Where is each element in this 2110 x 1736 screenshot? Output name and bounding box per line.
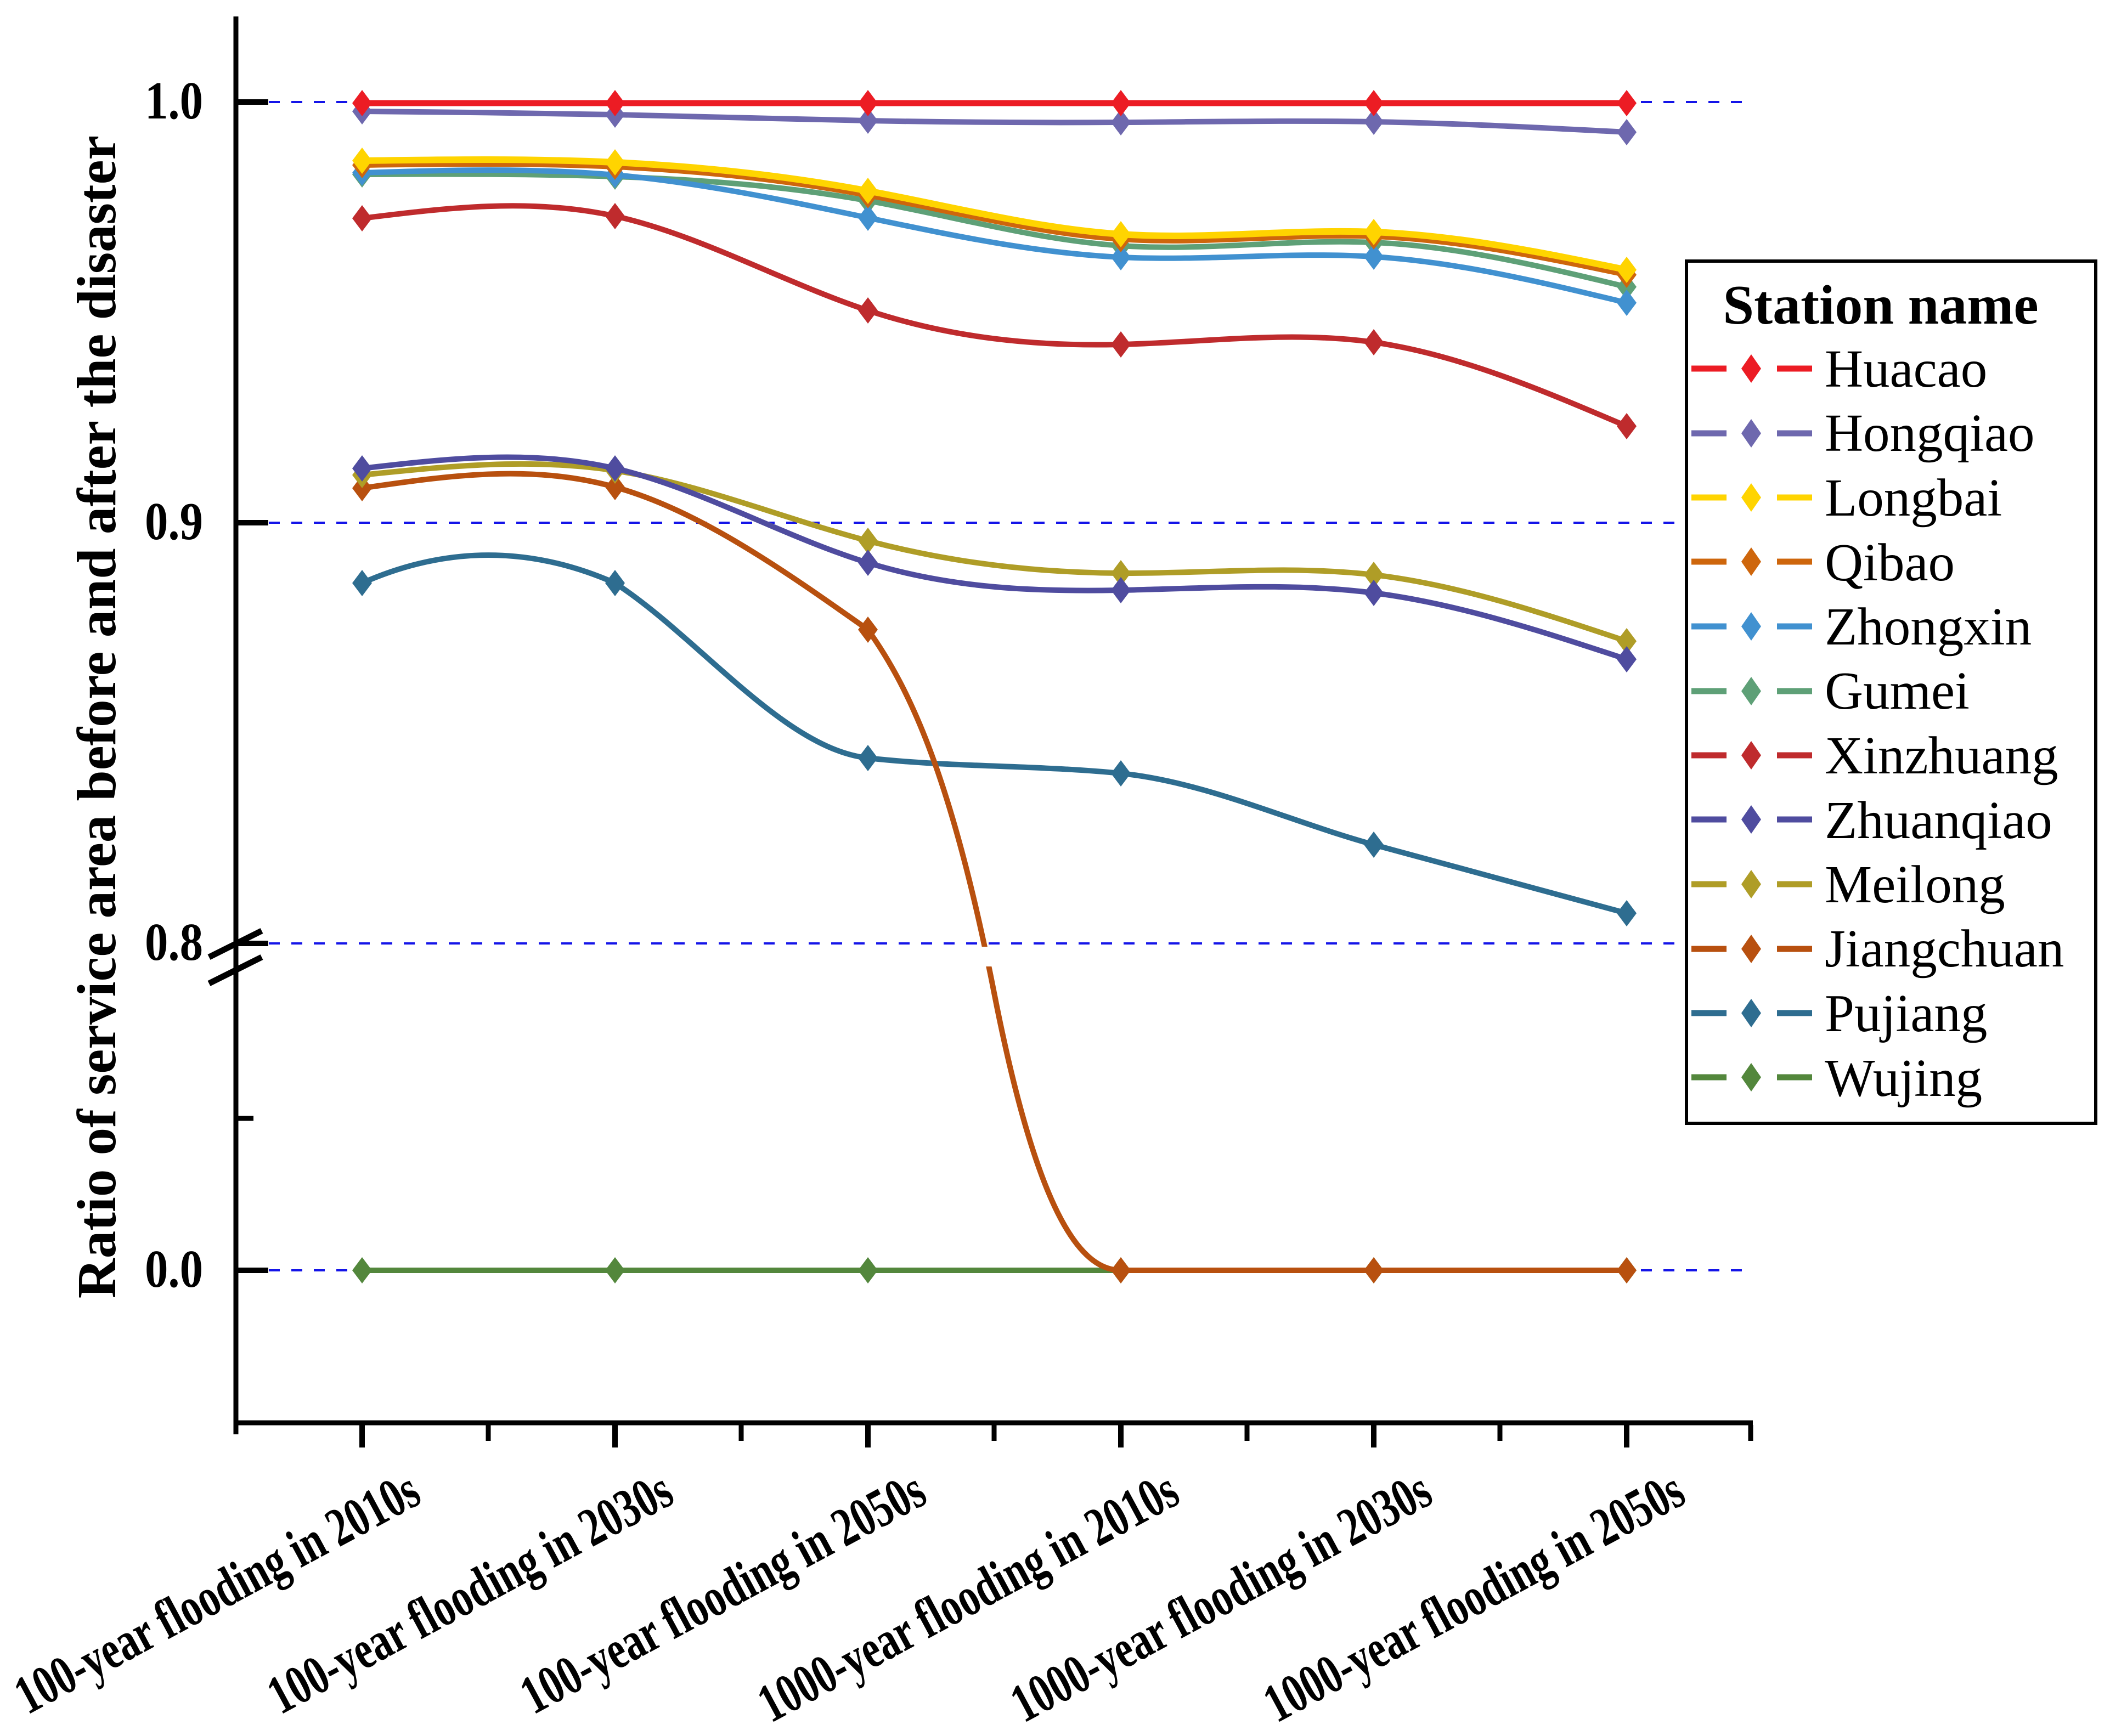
svg-text:0.9: 0.9 [145, 492, 203, 551]
svg-text:Jiangchuan: Jiangchuan [1825, 919, 2064, 978]
svg-text:Zhuanqiao: Zhuanqiao [1825, 791, 2052, 850]
svg-text:Qibao: Qibao [1825, 533, 1955, 592]
svg-text:Meilong: Meilong [1825, 855, 2005, 914]
svg-text:0.8: 0.8 [145, 913, 203, 971]
svg-text:Pujiang: Pujiang [1825, 984, 1987, 1043]
svg-text:Hongqiao: Hongqiao [1825, 404, 2035, 462]
svg-text:Station name: Station name [1723, 274, 2038, 336]
svg-text:1.0: 1.0 [145, 71, 203, 130]
svg-text:0.0: 0.0 [145, 1240, 203, 1298]
svg-text:Zhongxin: Zhongxin [1825, 597, 2032, 656]
svg-text:Wujing: Wujing [1825, 1049, 1982, 1107]
svg-text:Ratio of service area before a: Ratio of service area before and after t… [66, 135, 127, 1298]
svg-text:Huacao: Huacao [1825, 340, 1987, 398]
svg-text:Xinzhuang: Xinzhuang [1825, 726, 2058, 785]
svg-text:Longbai: Longbai [1825, 468, 2002, 527]
svg-text:Gumei: Gumei [1825, 661, 1970, 720]
